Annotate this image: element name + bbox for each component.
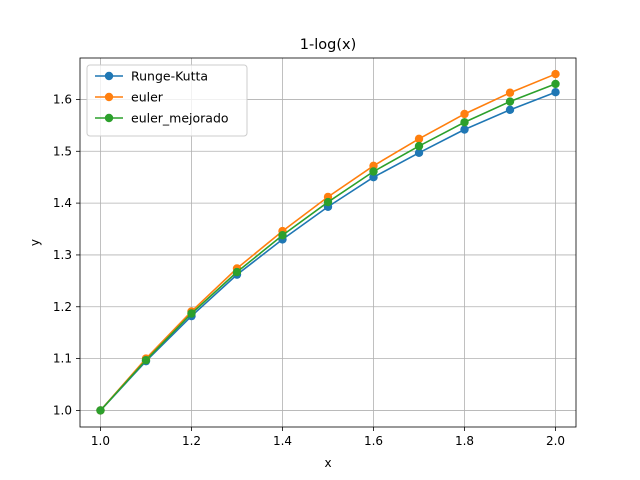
series-euler-mejorado [96,79,560,415]
data-point [551,79,560,89]
y-tick-label: 1.3 [53,248,72,262]
y-axis-label: y [28,239,42,246]
legend-item: euler_mejorado [95,111,229,126]
data-point [96,406,105,415]
y-tick-label: 1.5 [53,144,72,158]
x-tick-label: 1.6 [364,434,383,448]
y-tick-label: 1.2 [53,300,72,314]
legend-frame [86,64,248,137]
x-tick-label: 1.0 [91,434,110,448]
data-point [278,231,287,240]
data-point [414,148,424,158]
data-point [551,69,560,79]
legend-item: euler [95,90,164,105]
x-tick-label: 1.4 [273,434,292,448]
legend-marker [104,71,114,81]
data-point [323,197,333,207]
data-point [551,88,560,97]
legend-item: Runge-Kutta [95,69,208,84]
data-point [460,125,469,134]
legend-marker [104,92,114,102]
y-tick-label: 1.1 [53,352,72,366]
data-point [141,355,151,365]
data-point [505,88,515,97]
data-point [505,97,515,106]
y-tick-label: 1.6 [53,92,72,106]
x-axis-label: x [324,456,331,470]
data-point [460,118,469,127]
x-tick-label: 1.8 [455,434,474,448]
legend-label: euler_mejorado [131,111,229,126]
data-point [369,167,378,176]
legend-label: Runge-Kutta [131,69,208,84]
series-group [96,69,560,415]
legend: Runge-Kutta euler euler_mejorado [86,64,248,137]
plot-frame [79,57,577,428]
y-tick-label: 1.0 [53,403,72,417]
x-tick-label: 2.0 [546,434,565,448]
data-point [414,141,424,151]
legend-marker [104,113,114,123]
data-point [505,105,515,115]
data-point [460,109,469,119]
legend-label: euler [131,90,164,105]
chart-title: 1-log(x) [300,37,356,53]
x-tick-label: 1.2 [182,434,201,448]
ticks: 1.0 1.2 1.4 1.6 1.8 2.0 1.0 1.1 1.2 1.3 1.4 1.5 1.6 [53,92,565,448]
data-point [232,267,242,277]
y-tick-label: 1.4 [53,196,72,210]
data-point [414,134,424,144]
data-point [187,309,196,318]
